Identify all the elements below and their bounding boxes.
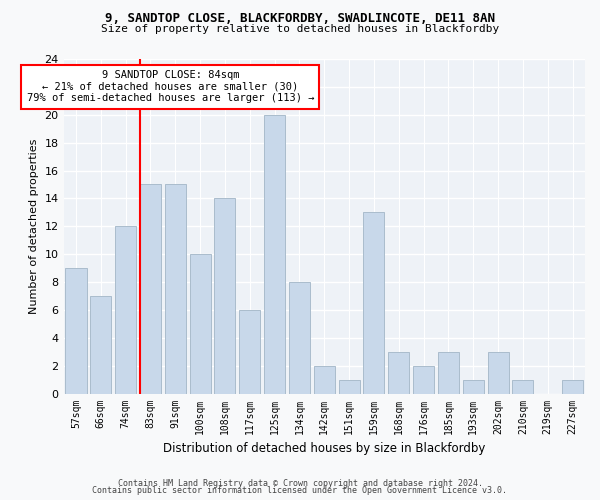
Y-axis label: Number of detached properties: Number of detached properties bbox=[29, 138, 39, 314]
Bar bbox=[214, 198, 235, 394]
Bar bbox=[289, 282, 310, 394]
Text: Contains HM Land Registry data © Crown copyright and database right 2024.: Contains HM Land Registry data © Crown c… bbox=[118, 478, 482, 488]
Bar bbox=[264, 115, 285, 394]
Bar bbox=[364, 212, 385, 394]
Text: Contains public sector information licensed under the Open Government Licence v3: Contains public sector information licen… bbox=[92, 486, 508, 495]
Bar bbox=[115, 226, 136, 394]
Bar bbox=[190, 254, 211, 394]
Bar bbox=[438, 352, 459, 394]
Text: 9 SANDTOP CLOSE: 84sqm
← 21% of detached houses are smaller (30)
79% of semi-det: 9 SANDTOP CLOSE: 84sqm ← 21% of detached… bbox=[26, 70, 314, 103]
Bar bbox=[463, 380, 484, 394]
Bar bbox=[314, 366, 335, 394]
Bar bbox=[239, 310, 260, 394]
Bar bbox=[488, 352, 509, 394]
Bar bbox=[388, 352, 409, 394]
Bar bbox=[562, 380, 583, 394]
Bar bbox=[512, 380, 533, 394]
Text: Size of property relative to detached houses in Blackfordby: Size of property relative to detached ho… bbox=[101, 24, 499, 34]
Bar bbox=[338, 380, 359, 394]
X-axis label: Distribution of detached houses by size in Blackfordby: Distribution of detached houses by size … bbox=[163, 442, 485, 455]
Bar bbox=[413, 366, 434, 394]
Bar bbox=[165, 184, 186, 394]
Text: 9, SANDTOP CLOSE, BLACKFORDBY, SWADLINCOTE, DE11 8AN: 9, SANDTOP CLOSE, BLACKFORDBY, SWADLINCO… bbox=[105, 12, 495, 26]
Bar bbox=[65, 268, 86, 394]
Bar bbox=[140, 184, 161, 394]
Bar bbox=[90, 296, 112, 394]
